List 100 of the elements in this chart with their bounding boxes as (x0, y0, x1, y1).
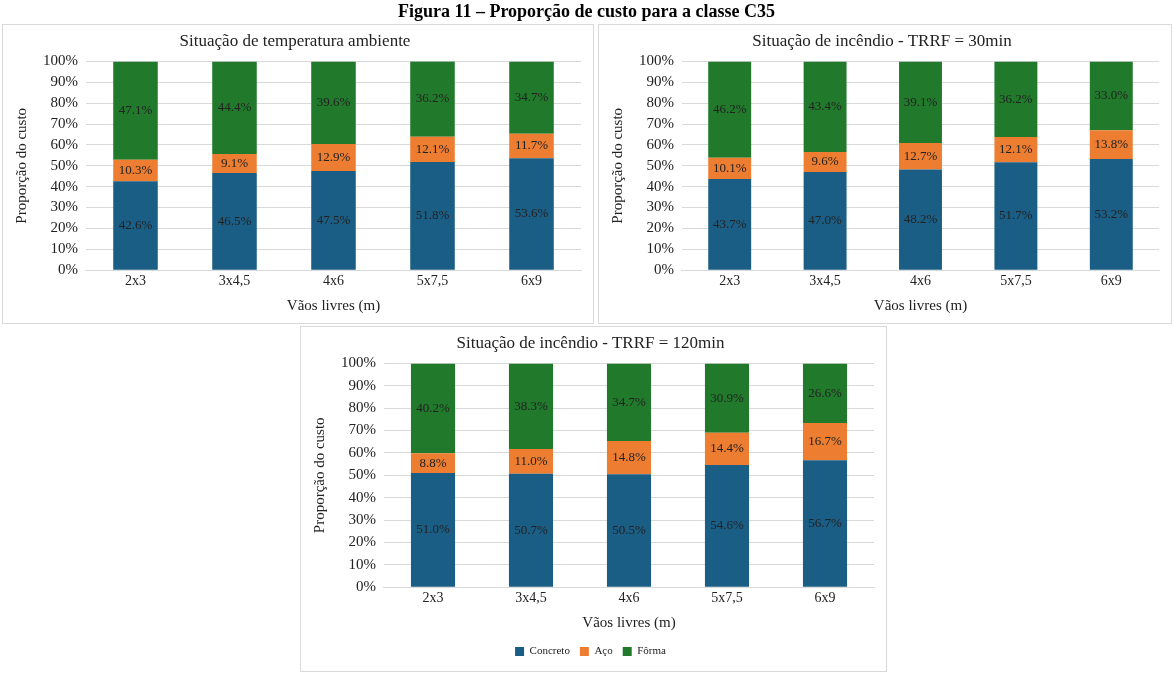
y-tick-label: 10% (50, 240, 78, 257)
y-axis-title: Proporção do custo (310, 417, 327, 534)
data-label: 16.7% (808, 433, 842, 449)
bar (802, 422, 848, 461)
y-tick-label: 100% (639, 52, 674, 69)
y-axis-title: Proporção do custo (608, 107, 625, 224)
chart-title: Situação de incêndio - TRRF = 30min (752, 30, 1013, 50)
data-label: 13.8% (1094, 136, 1129, 152)
y-tick-label: 60% (50, 135, 78, 152)
data-label: 10.1% (712, 159, 747, 175)
bar (708, 61, 752, 158)
y-tick-label: 50% (348, 466, 376, 483)
data-label: 30.9% (710, 389, 744, 405)
legend-label: Concreto (529, 644, 571, 657)
x-tick-label: 3x4,5 (218, 273, 251, 289)
y-tick-label: 90% (50, 73, 78, 90)
x-tick-label: 3x4,5 (515, 590, 547, 606)
y-tick-label: 70% (646, 114, 674, 131)
x-tick-label: 6x9 (814, 590, 836, 606)
data-label: 54.6% (710, 517, 744, 533)
bar (704, 465, 750, 587)
y-tick-label: 70% (348, 421, 376, 438)
data-label: 38.3% (514, 397, 548, 413)
y-tick-label: 60% (646, 135, 674, 152)
text: Figura 11 – Proporção de custo para a classe C35 (396, 0, 777, 22)
bar (212, 173, 257, 270)
data-label: 50.5% (612, 521, 646, 537)
data-label: 33.0% (1094, 87, 1129, 103)
data-label: 51.7% (999, 207, 1033, 223)
x-tick-label: 6x9 (521, 273, 542, 289)
x-tick-label: 2x3 (125, 273, 146, 289)
x-tick-label: 5x7,5 (1000, 273, 1032, 289)
bar (606, 474, 652, 587)
bar (509, 158, 554, 270)
bar (508, 363, 554, 450)
bar (802, 460, 848, 587)
bar (509, 61, 554, 134)
data-label: 12.1% (415, 140, 450, 156)
y-tick-label: 50% (646, 156, 674, 173)
y-tick-label: 60% (348, 443, 376, 460)
y-tick-label: 80% (348, 399, 376, 416)
y-axis-title: Proporção do custo (12, 107, 29, 224)
data-label: 51.8% (415, 207, 450, 223)
y-tick-label: 20% (50, 219, 78, 236)
bar (606, 363, 652, 442)
x-tick-label: 4x6 (323, 273, 344, 289)
bar (708, 178, 752, 270)
x-tick-label: 5x7,5 (711, 590, 743, 606)
bar (410, 363, 456, 454)
data-label: 47.5% (316, 211, 351, 227)
bar (899, 61, 942, 144)
x-axis-title: Vãos livres (m) (286, 296, 381, 314)
bar (410, 473, 456, 587)
y-tick-label: 50% (50, 156, 78, 173)
data-label: 48.2% (903, 211, 938, 227)
bar (311, 61, 356, 145)
data-label: 53.2% (1094, 205, 1129, 221)
bar (311, 171, 356, 270)
data-label: 36.2% (415, 90, 450, 106)
chart-title: Situação de temperatura ambiente (179, 30, 411, 50)
data-label: 42.6% (118, 216, 153, 232)
data-label: 8.8% (419, 454, 447, 470)
y-tick-label: 30% (646, 198, 674, 215)
data-label: 43.7% (712, 215, 747, 231)
bar (410, 162, 455, 270)
y-tick-label: 40% (348, 488, 376, 505)
bar (1089, 61, 1133, 131)
x-axis-title: Vãos livres (m) (582, 613, 676, 631)
data-label: 46.2% (712, 101, 747, 117)
bar (803, 61, 847, 153)
data-label: 12.7% (903, 147, 938, 163)
bar (704, 363, 750, 433)
data-label: 11.0% (514, 452, 548, 468)
data-label: 39.6% (316, 94, 351, 110)
data-label: 34.7% (612, 393, 646, 409)
x-tick-label: 6x9 (1100, 273, 1122, 289)
data-label: 43.4% (808, 98, 843, 114)
bar (994, 162, 1038, 270)
data-label: 51.0% (416, 521, 450, 537)
x-tick-label: 2x3 (422, 590, 444, 606)
data-label: 34.7% (514, 89, 549, 105)
y-tick-label: 40% (50, 177, 78, 194)
data-label: 56.7% (808, 514, 842, 530)
x-tick-label: 5x7,5 (416, 273, 449, 289)
y-tick-label: 30% (50, 198, 78, 215)
data-label: 14.8% (612, 449, 646, 465)
bar (899, 169, 942, 270)
data-label: 14.4% (710, 440, 744, 456)
y-tick-label: 40% (646, 177, 674, 194)
bar (508, 473, 554, 587)
data-label: 39.1% (903, 93, 938, 109)
y-tick-label: 90% (348, 376, 376, 393)
y-tick-label: 70% (50, 114, 78, 131)
x-tick-label: 2x3 (719, 273, 741, 289)
legend-label: Fôrma (637, 644, 667, 657)
data-label: 12.1% (999, 141, 1033, 157)
y-tick-label: 20% (646, 219, 674, 236)
bar (899, 143, 942, 170)
chart-title: Situação de incêndio - TRRF = 120min (456, 332, 726, 352)
data-label: 40.2% (416, 399, 450, 415)
